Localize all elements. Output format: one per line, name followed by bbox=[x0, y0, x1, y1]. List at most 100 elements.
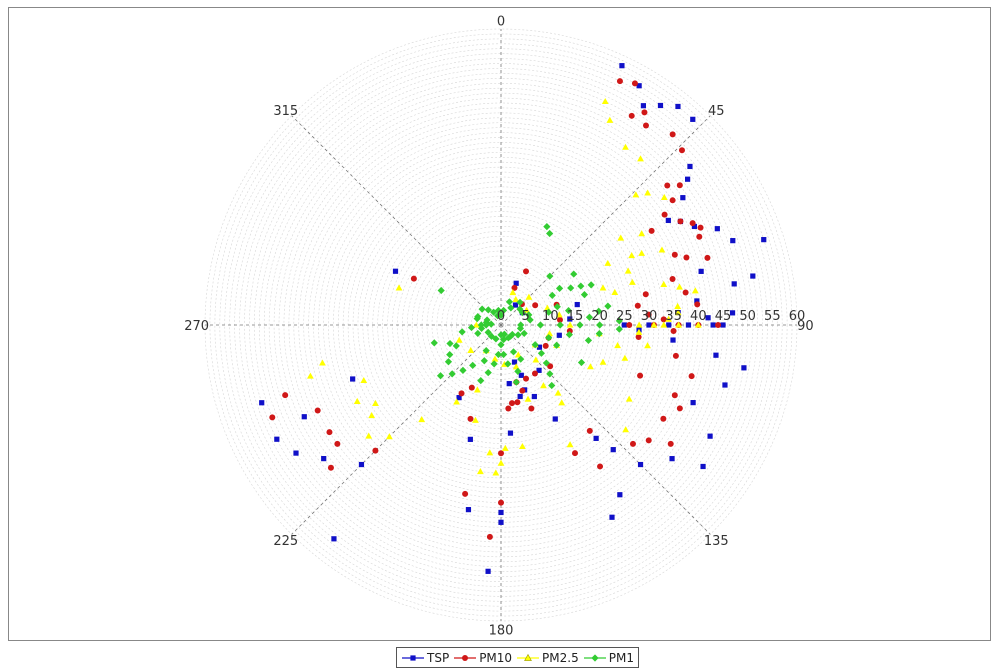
data-point bbox=[498, 509, 504, 516]
data-point bbox=[707, 433, 713, 439]
data-point bbox=[505, 298, 514, 306]
data-point bbox=[499, 306, 508, 315]
data-point bbox=[611, 288, 619, 295]
data-point bbox=[730, 238, 736, 244]
data-point bbox=[584, 336, 593, 345]
data-point bbox=[642, 122, 649, 129]
legend-marker bbox=[591, 653, 599, 662]
data-point bbox=[518, 309, 526, 317]
data-point bbox=[586, 427, 593, 434]
data-point bbox=[492, 469, 500, 476]
plot-area: 0 45 90 135 180 225 270 315 0 5 10 15 20 25 30 35 40 45 50… bbox=[8, 7, 991, 641]
grid-circle bbox=[490, 314, 512, 336]
data-point bbox=[482, 321, 490, 329]
data-point bbox=[520, 329, 528, 338]
radius-tick-label: 15 bbox=[567, 309, 584, 324]
data-point bbox=[531, 393, 537, 400]
grid-circle bbox=[387, 211, 615, 439]
radius-tick-label: 5 bbox=[522, 309, 530, 324]
data-point bbox=[564, 307, 573, 315]
data-point bbox=[456, 395, 462, 401]
data-point bbox=[644, 189, 652, 196]
data-point bbox=[546, 229, 554, 238]
data-point bbox=[540, 382, 547, 389]
data-point bbox=[645, 311, 652, 318]
data-point bbox=[650, 321, 658, 328]
data-point bbox=[546, 370, 554, 378]
data-point bbox=[485, 568, 491, 574]
data-point bbox=[326, 429, 333, 436]
data-point bbox=[635, 334, 642, 341]
data-point bbox=[676, 283, 683, 290]
radius-tick-label: 50 bbox=[739, 309, 756, 324]
data-point bbox=[269, 414, 276, 421]
data-point bbox=[556, 321, 564, 329]
data-point bbox=[327, 464, 334, 471]
data-point bbox=[512, 295, 520, 302]
axis-labels: 0 45 90 135 180 225 270 315 0 5 10 15 20 25 30 35 40 45 50… bbox=[184, 15, 813, 639]
data-point bbox=[524, 395, 532, 402]
data-point bbox=[494, 306, 503, 315]
data-point bbox=[587, 363, 594, 370]
data-point bbox=[628, 252, 636, 259]
data-point bbox=[616, 78, 623, 85]
grid-circle bbox=[239, 63, 763, 587]
data-point bbox=[446, 351, 454, 359]
polar-chart: 0 45 90 135 180 225 270 315 0 5 10 15 20 25 30 35 40 45 50… bbox=[184, 15, 813, 639]
angle-tick-label: 90 bbox=[797, 319, 814, 334]
data-point bbox=[628, 278, 636, 285]
data-point bbox=[498, 499, 504, 506]
data-point bbox=[490, 360, 498, 368]
data-point bbox=[671, 392, 678, 399]
radius-tick-label: 40 bbox=[690, 309, 707, 324]
data-point bbox=[697, 224, 704, 231]
grid-circle bbox=[209, 33, 793, 617]
data-point bbox=[666, 322, 672, 328]
data-point bbox=[458, 328, 466, 336]
data-point bbox=[761, 237, 767, 243]
data-point bbox=[494, 350, 503, 359]
data-point bbox=[531, 341, 539, 349]
data-point bbox=[486, 533, 493, 540]
grid-circle bbox=[382, 206, 620, 444]
data-point bbox=[491, 355, 499, 362]
data-point bbox=[467, 346, 475, 353]
data-point bbox=[334, 440, 341, 447]
chart-legend: TSP PM10 PM2.5 PM1 bbox=[396, 647, 639, 668]
data-point bbox=[546, 330, 553, 337]
data-point bbox=[293, 450, 299, 456]
data-point bbox=[750, 273, 756, 279]
grid-circle bbox=[436, 260, 566, 390]
data-point bbox=[395, 284, 403, 291]
data-point bbox=[577, 282, 585, 290]
radius-tick-label: 10 bbox=[542, 309, 559, 324]
legend-item: PM10 bbox=[453, 651, 512, 665]
data-point bbox=[499, 335, 508, 344]
data-point bbox=[657, 102, 664, 109]
data-point bbox=[477, 324, 486, 333]
data-point bbox=[543, 223, 551, 231]
data-point bbox=[629, 440, 636, 447]
data-point bbox=[665, 315, 673, 322]
legend-item: PM2.5 bbox=[516, 651, 579, 665]
data-point bbox=[331, 536, 337, 542]
data-point bbox=[499, 350, 508, 359]
data-point bbox=[690, 116, 696, 122]
data-point bbox=[467, 323, 476, 332]
data-point bbox=[392, 268, 399, 274]
grid-circle bbox=[268, 92, 734, 558]
legend-item: PM1 bbox=[583, 651, 634, 665]
data-point bbox=[512, 302, 519, 308]
data-point bbox=[731, 281, 737, 287]
data-point bbox=[642, 291, 649, 298]
grid-circle bbox=[214, 38, 788, 612]
data-point bbox=[567, 284, 575, 292]
data-point bbox=[691, 223, 698, 230]
data-point bbox=[453, 398, 460, 405]
data-point bbox=[621, 354, 629, 361]
data-point bbox=[462, 490, 469, 497]
data-point bbox=[467, 436, 473, 442]
data-point bbox=[576, 321, 584, 329]
data-point bbox=[478, 305, 486, 313]
data-point bbox=[523, 268, 530, 275]
